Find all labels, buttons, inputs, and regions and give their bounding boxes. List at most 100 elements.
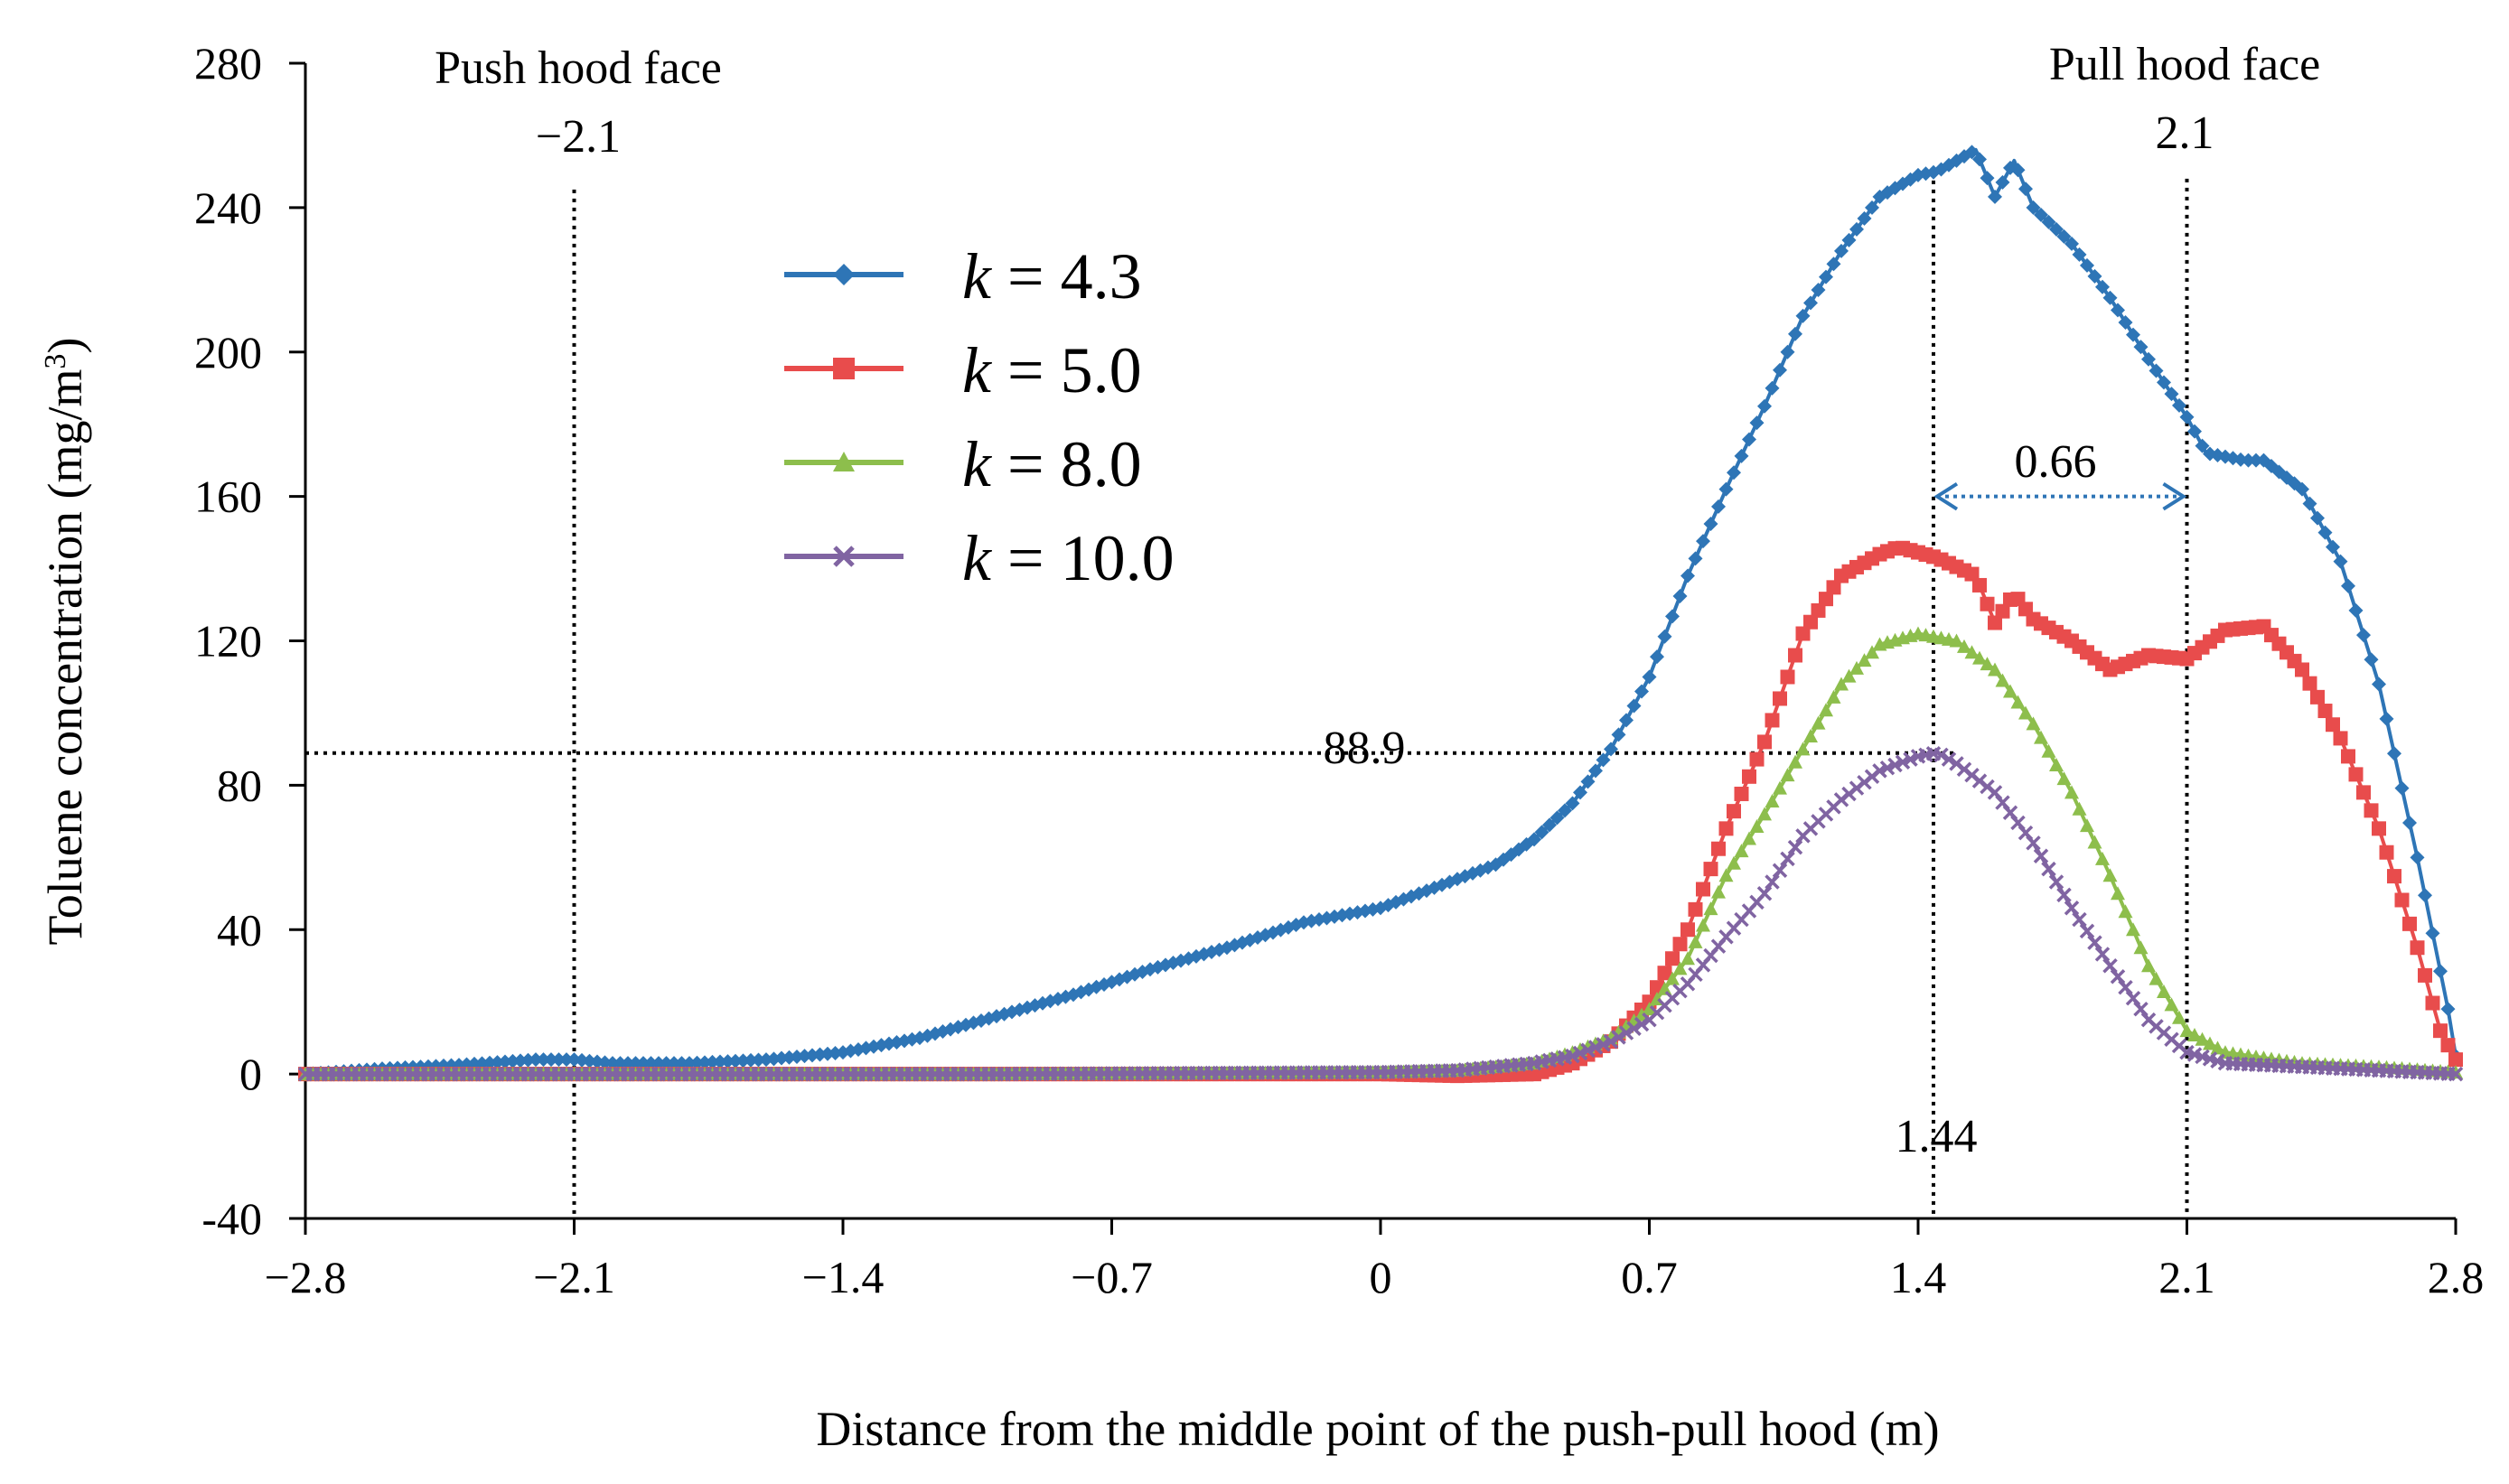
point-k-8-0-236 <box>2111 886 2125 901</box>
point-k-4-3-203 <box>1857 210 1872 226</box>
point-k-8-0-194 <box>1788 754 1802 769</box>
point-k-5-0-270 <box>2372 821 2386 836</box>
point-k-8-0-241 <box>2149 971 2164 985</box>
point-k-8-0-190 <box>1757 807 1772 821</box>
point-k-5-0-189 <box>1749 751 1765 767</box>
point-k-4-3-235 <box>2102 290 2118 305</box>
point-k-10-0-193 <box>1780 851 1795 867</box>
point-k-4-3-173 <box>1626 698 1642 714</box>
point-k-5-0-267 <box>2348 767 2364 782</box>
point-k-8-0-199 <box>1826 689 1841 704</box>
point-k-4-3-236 <box>2111 303 2125 318</box>
x-tick-label-2-8: −2.8 <box>265 1252 347 1302</box>
legend-eq-4-3: = <box>991 240 1061 313</box>
point-k-8-0-200 <box>1834 677 1849 691</box>
point-k-8-0-249 <box>2210 1041 2225 1055</box>
point-k-8-0-179 <box>1672 961 1688 975</box>
point-k-4-3-56 <box>728 1053 743 1069</box>
point-k-4-3-58 <box>744 1052 758 1068</box>
point-k-4-3-272 <box>2387 746 2401 761</box>
point-k-4-3-244 <box>2172 397 2186 413</box>
point-k-8-0-217 <box>1964 645 1980 659</box>
legend-eq-8-0: = <box>991 428 1061 500</box>
point-k-8-0-238 <box>2126 922 2140 937</box>
point-k-5-0-183 <box>1703 862 1718 877</box>
series-k-10-0 <box>297 745 2464 1082</box>
point-k-4-3-204 <box>1865 200 1879 215</box>
point-k-8-0-226 <box>2034 730 2048 744</box>
point-k-8-0-244 <box>2172 1010 2186 1024</box>
point-k-4-3-33 <box>551 1052 566 1068</box>
point-k-4-3-169 <box>1596 752 1611 768</box>
point-k-8-0-248 <box>2203 1036 2217 1050</box>
point-k-8-0-177 <box>1657 981 1672 995</box>
point-k-4-3-180 <box>1680 568 1695 583</box>
point-k-4-3-201 <box>1841 232 1857 247</box>
point-k-4-3-228 <box>2049 221 2064 237</box>
point-k-8-0-180 <box>1680 951 1695 966</box>
point-k-5-0-185 <box>1718 821 1734 836</box>
point-k-5-0-279 <box>2440 1038 2456 1053</box>
legend-marker-k-8-0 <box>833 452 855 471</box>
point-k-8-0-221 <box>1995 673 2010 687</box>
point-k-4-3-194 <box>1788 326 1802 341</box>
legend-k-symbol-5-0: k <box>962 334 993 406</box>
point-k-4-3-234 <box>2095 279 2110 294</box>
point-k-4-3-264 <box>2326 539 2340 555</box>
point-k-5-0-264 <box>2326 717 2340 733</box>
point-k-4-3-199 <box>1826 257 1841 272</box>
point-k-4-3-224 <box>2018 182 2033 197</box>
point-k-4-3-184 <box>1711 499 1726 514</box>
point-k-4-3-279 <box>2440 1002 2456 1017</box>
point-k-4-3-220 <box>1988 189 2002 204</box>
point-k-8-0-184 <box>1711 884 1726 899</box>
point-k-4-3-238 <box>2126 327 2140 342</box>
point-k-5-0-184 <box>1711 841 1726 856</box>
point-k-8-0-220 <box>1988 662 2002 677</box>
point-k-8-0-189 <box>1749 818 1765 833</box>
point-k-5-0-177 <box>1657 966 1672 981</box>
point-k-5-0-186 <box>1727 804 1741 819</box>
point-k-4-3-176 <box>1650 649 1664 665</box>
point-k-10-0-234 <box>2094 947 2111 962</box>
point-k-4-3-187 <box>1734 448 1749 463</box>
legend-label-k-10-0: k = 10.0 <box>962 522 1175 594</box>
legend-item-k-10-0: k = 10.0 <box>784 522 1175 594</box>
point-k-8-0-191 <box>1765 793 1780 807</box>
legend-marker-k-4-3 <box>833 264 855 285</box>
point-k-4-3-242 <box>2157 375 2171 390</box>
point-k-8-0-246 <box>2187 1027 2202 1041</box>
series-markers-k-4-3 <box>298 145 2463 1082</box>
series-line-k-8-0 <box>305 631 2457 1077</box>
point-k-4-3-164 <box>1558 803 1572 818</box>
legend-eq-5-0: = <box>991 334 1061 406</box>
point-k-8-0-201 <box>1841 668 1857 683</box>
gap-arrowhead-right <box>2162 481 2187 511</box>
point-k-5-0-221 <box>1995 603 2010 619</box>
point-k-8-0-222 <box>2003 684 2017 698</box>
point-k-4-3-229 <box>2056 229 2072 244</box>
y-tick-label-0: 0 <box>239 1049 262 1099</box>
y-ticks: 280 240 200 160 120 80 40 0 -40 <box>194 38 305 1244</box>
point-k-4-3-161 <box>1534 825 1549 840</box>
point-k-4-3-276 <box>2418 888 2432 903</box>
point-k-8-0-204 <box>1865 645 1879 659</box>
point-k-5-0-198 <box>1819 592 1833 607</box>
point-k-4-3-163 <box>1549 810 1565 826</box>
point-k-5-0-280 <box>2448 1052 2463 1068</box>
point-k-8-0-235 <box>2102 868 2118 882</box>
point-k-8-0-195 <box>1795 742 1811 756</box>
x-tick-label-0: 0 <box>1370 1252 1392 1302</box>
y-tick-label-40: 40 <box>217 904 262 955</box>
point-k-4-3-168 <box>1588 763 1603 779</box>
point-k-8-0-242 <box>2157 984 2171 998</box>
point-k-5-0-272 <box>2387 869 2401 884</box>
point-k-5-0-181 <box>1688 901 1703 917</box>
x-tick-label-2-1: −2.1 <box>533 1252 615 1302</box>
gap-arrowhead-left <box>1933 481 1959 511</box>
x-axis-title: Distance from the middle point of the pu… <box>816 1402 1939 1456</box>
point-k-8-0-175 <box>1642 1002 1657 1016</box>
legend-k-symbol-8-0: k <box>962 428 993 500</box>
point-k-4-3-167 <box>1580 774 1596 789</box>
